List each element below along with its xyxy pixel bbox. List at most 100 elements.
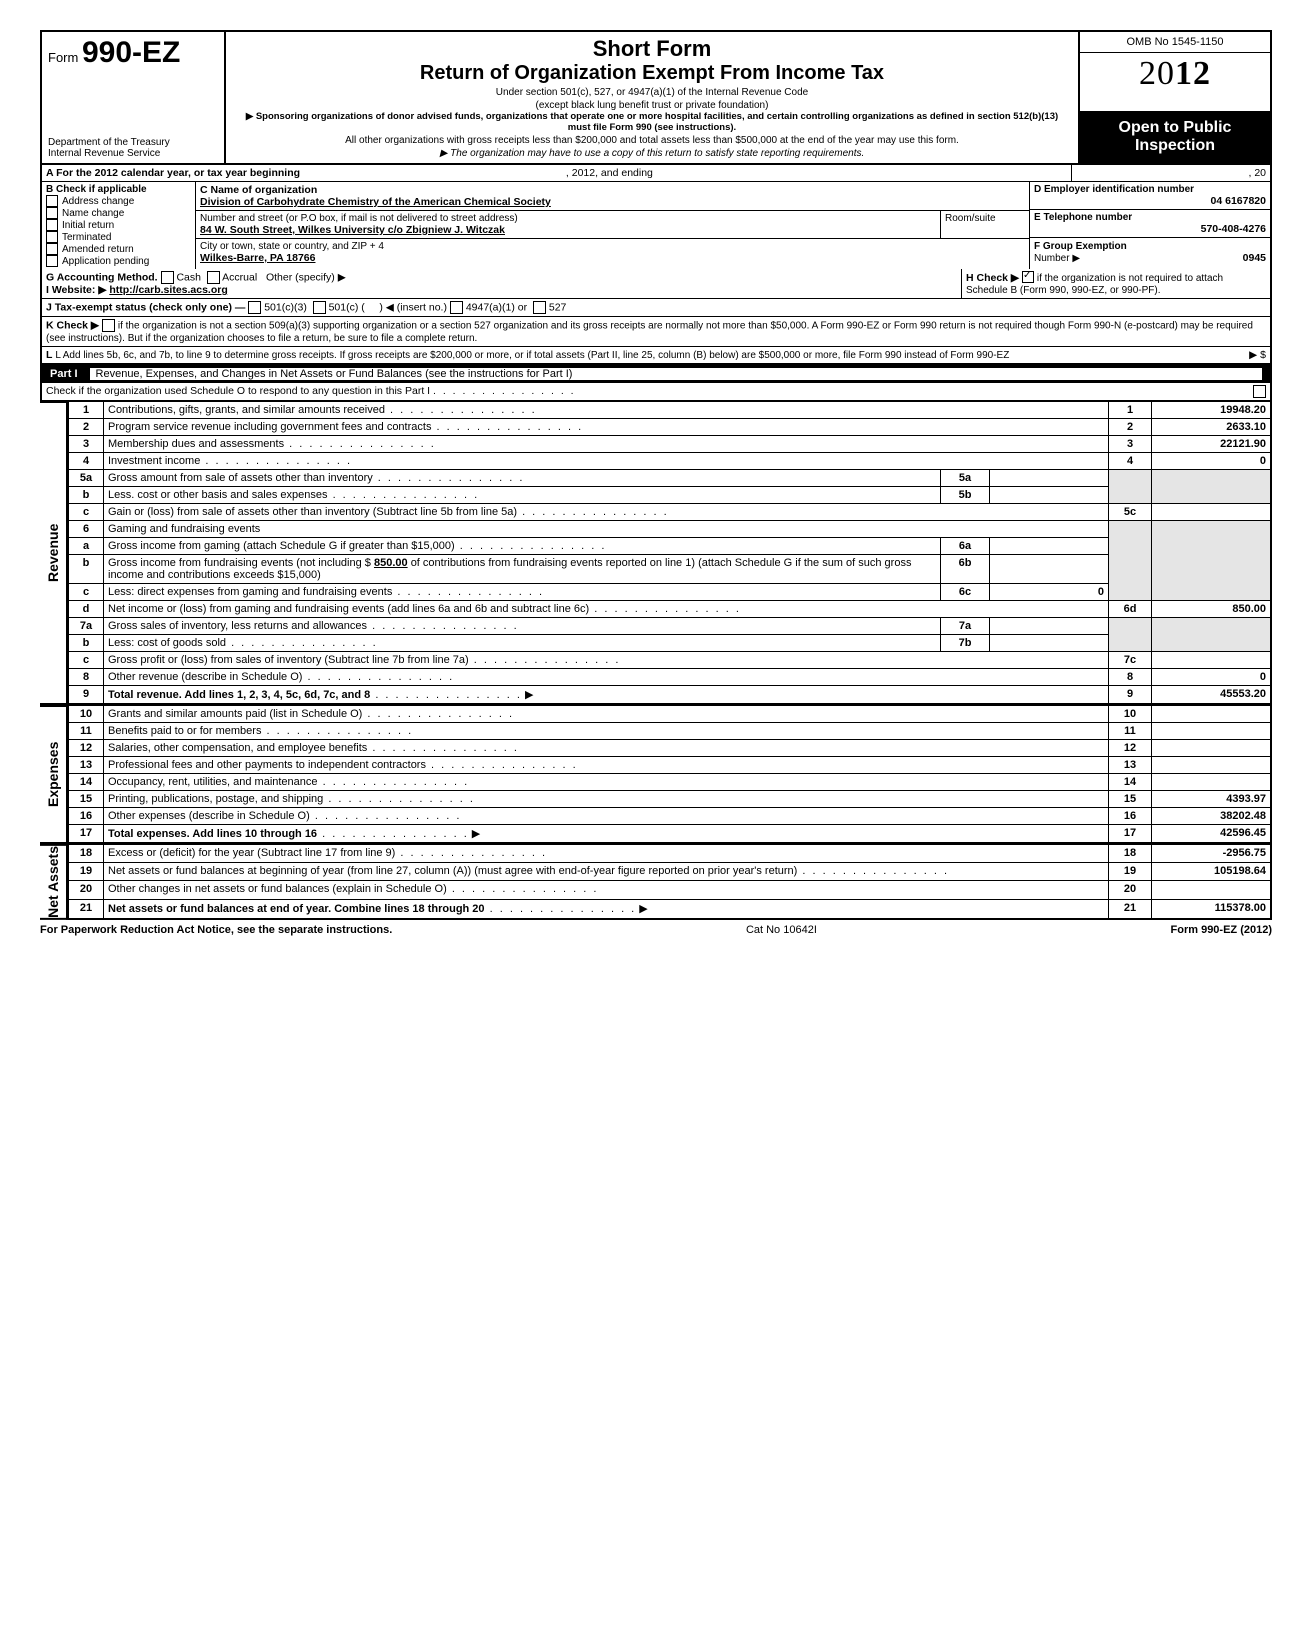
chk-amended[interactable] [46, 243, 58, 255]
line-7a-mid: 7a [941, 618, 990, 635]
subtitle-2: (except black lung benefit trust or priv… [234, 100, 1070, 111]
line-8-num: 8 [1109, 669, 1152, 686]
line-13-text: Professional fees and other payments to … [108, 759, 426, 771]
group-exemption-value: 0945 [1243, 252, 1266, 264]
line-17-val: 42596.45 [1152, 825, 1272, 844]
line-21-val: 115378.00 [1152, 899, 1272, 919]
line-6a-mid: 6a [941, 538, 990, 555]
note-1: Sponsoring organizations of donor advise… [234, 111, 1070, 133]
line-5c-text: Gain or (loss) from sale of assets other… [108, 506, 517, 518]
b-label: B Check if applicable [46, 184, 191, 195]
phone-value: 570-408-4276 [1034, 223, 1266, 235]
opt-pending: Application pending [62, 256, 149, 267]
part1-label: Part I [50, 368, 78, 380]
chk-terminated[interactable] [46, 231, 58, 243]
line-20-num: 20 [1109, 881, 1152, 899]
line-19-num: 19 [1109, 863, 1152, 881]
line-5a-mid: 5a [941, 470, 990, 487]
chk-501c3[interactable] [248, 301, 261, 314]
expenses-section: Expenses 10Grants and similar amounts pa… [40, 705, 1272, 844]
part1-check-text: Check if the organization used Schedule … [46, 385, 430, 397]
j-insert: ) ◀ (insert no.) [379, 301, 447, 313]
form-header: Form 990-EZ Department of the Treasury I… [40, 30, 1272, 165]
j-4947: 4947(a)(1) or [466, 301, 527, 313]
line-17-num: 17 [1109, 825, 1152, 844]
footer-mid: Cat No 10642I [746, 924, 817, 936]
line-15-val: 4393.97 [1152, 791, 1272, 808]
line-14-num: 14 [1109, 774, 1152, 791]
chk-501c[interactable] [313, 301, 326, 314]
open-to-public: Open to Public Inspection [1080, 111, 1270, 163]
footer-left: For Paperwork Reduction Act Notice, see … [40, 924, 392, 936]
room-label: Room/suite [945, 213, 1025, 224]
h-label: H Check ▶ [966, 272, 1019, 284]
line-2-num: 2 [1109, 419, 1152, 436]
j-527: 527 [549, 301, 567, 313]
year-prefix: 20 [1139, 55, 1175, 92]
chk-initial-return[interactable] [46, 219, 58, 231]
line-7c-text: Gross profit or (loss) from sales of inv… [108, 654, 469, 666]
line-10-num: 10 [1109, 706, 1152, 723]
chk-k[interactable] [102, 319, 115, 332]
form-prefix: Form [48, 50, 78, 65]
chk-pending[interactable] [46, 255, 58, 267]
line-6b-mid: 6b [941, 555, 990, 584]
g-other: Other (specify) ▶ [266, 271, 346, 283]
revenue-section: Revenue 1Contributions, gifts, grants, a… [40, 401, 1272, 705]
form-code: 990-EZ [82, 36, 180, 69]
chk-schedule-b[interactable] [1022, 271, 1034, 283]
line-3-val: 22121.90 [1152, 436, 1272, 453]
note-2: All other organizations with gross recei… [234, 135, 1070, 146]
line-a-mid: , 2012, and ending [566, 167, 653, 179]
line-1-num: 1 [1109, 402, 1152, 419]
form-title: Return of Organization Exempt From Incom… [234, 62, 1070, 85]
tax-year: 2012 [1080, 53, 1270, 95]
line-12-num: 12 [1109, 740, 1152, 757]
i-label: I Website: ▶ [46, 284, 106, 296]
line-2-text: Program service revenue including govern… [108, 421, 431, 433]
line-6b-pre: Gross income from fundraising events (no… [108, 557, 371, 569]
line-14-text: Occupancy, rent, utilities, and maintena… [108, 776, 318, 788]
line-5b-text: Less. cost or other basis and sales expe… [108, 489, 328, 501]
chk-4947[interactable] [450, 301, 463, 314]
line-8-text: Other revenue (describe in Schedule O) [108, 671, 302, 683]
chk-527[interactable] [533, 301, 546, 314]
netassets-side-label: Net Assets [40, 844, 68, 920]
omb-number: OMB No 1545-1150 [1080, 32, 1270, 53]
ein-value: 04 6167820 [1034, 195, 1266, 207]
form-number: Form 990-EZ [48, 36, 218, 70]
net-assets-section: Net Assets 18Excess or (deficit) for the… [40, 844, 1272, 920]
line-5c-val [1152, 504, 1272, 521]
e-label: E Telephone number [1034, 212, 1266, 223]
chk-accrual[interactable] [207, 271, 220, 284]
part1-bar: Part I Revenue, Expenses, and Changes in… [40, 365, 1272, 383]
subtitle-1: Under section 501(c), 527, or 4947(a)(1)… [234, 87, 1070, 98]
l-arrow: ▶ $ [1249, 349, 1266, 361]
short-form-label: Short Form [234, 36, 1070, 62]
org-name: Division of Carbohydrate Chemistry of th… [200, 196, 1025, 208]
line-7c-val [1152, 652, 1272, 669]
line-10-text: Grants and similar amounts paid (list in… [108, 708, 362, 720]
line-9-val: 45553.20 [1152, 686, 1272, 705]
line-6-text: Gaming and fundraising events [108, 523, 260, 535]
part1-check: Check if the organization used Schedule … [40, 383, 1272, 401]
j-label: J Tax-exempt status (check only one) — [46, 301, 245, 313]
year-suffix: 12 [1175, 55, 1211, 92]
line-4-val: 0 [1152, 453, 1272, 470]
line-16-text: Other expenses (describe in Schedule O) [108, 810, 310, 822]
line-6c-rval: 0 [990, 584, 1109, 601]
line-13-val [1152, 757, 1272, 774]
chk-cash[interactable] [161, 271, 174, 284]
chk-name-change[interactable] [46, 207, 58, 219]
chk-address-change[interactable] [46, 195, 58, 207]
chk-schedule-o[interactable] [1253, 385, 1266, 398]
line-j: J Tax-exempt status (check only one) — 5… [40, 299, 1272, 317]
opt-amended: Amended return [62, 244, 134, 255]
line-6c-text: Less: direct expenses from gaming and fu… [108, 586, 392, 598]
line-11-num: 11 [1109, 723, 1152, 740]
note-3: The organization may have to use a copy … [234, 148, 1070, 159]
city-label: City or town, state or country, and ZIP … [200, 241, 1025, 252]
line-6d-num: 6d [1109, 601, 1152, 618]
line-21-num: 21 [1109, 899, 1152, 919]
page-footer: For Paperwork Reduction Act Notice, see … [40, 920, 1272, 940]
